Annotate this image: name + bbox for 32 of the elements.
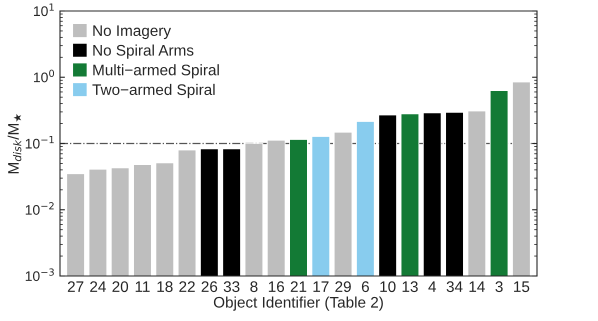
x-tick-label: 18 [157, 281, 173, 292]
y-axis-title: M$_{disk}$/M$_{★}$ [8, 114, 22, 174]
x-tick-label: 24 [90, 281, 106, 292]
x-tick-label: 3 [495, 281, 503, 292]
legend-label: Multi−armed Spiral [93, 64, 219, 78]
x-tick-label: 14 [469, 281, 485, 292]
x-tick-label: 26 [202, 281, 218, 292]
x-tick-label: 13 [402, 281, 418, 292]
x-tick-label: 20 [112, 281, 128, 292]
x-tick-label: 16 [268, 281, 284, 292]
x-tick-label: 15 [514, 281, 530, 292]
y-tick-label: 10$^{−1}$ [26, 136, 54, 149]
x-tick-label: 33 [224, 281, 240, 292]
x-tick-label: 11 [136, 281, 150, 292]
x-tick-label: 34 [446, 281, 463, 292]
x-tick-label: 21 [290, 281, 306, 292]
x-axis-title: Object Identifier (Table 2) [214, 296, 383, 311]
x-tick-label: 4 [428, 281, 436, 292]
y-tick-label: 10$^{0}$ [34, 70, 54, 82]
x-tick-label: 27 [68, 281, 84, 292]
legend-label: No Spiral Arms [93, 44, 194, 59]
legend-label: Two−armed Spiral [92, 84, 215, 98]
x-tick-label: 22 [179, 281, 195, 292]
x-tick-label: 6 [362, 281, 369, 292]
y-tick-label: 10$^{1}$ [34, 4, 54, 16]
y-tick-label: 10$^{−2}$ [26, 202, 54, 215]
x-tick-label: 8 [250, 281, 258, 292]
y-tick-label: 10$^{−3}$ [26, 268, 54, 282]
legend-label: No Imagery [93, 25, 172, 40]
x-tick-label: 29 [335, 281, 351, 292]
x-tick-label: 17 [313, 281, 329, 292]
x-tick-label: 10 [380, 281, 396, 292]
